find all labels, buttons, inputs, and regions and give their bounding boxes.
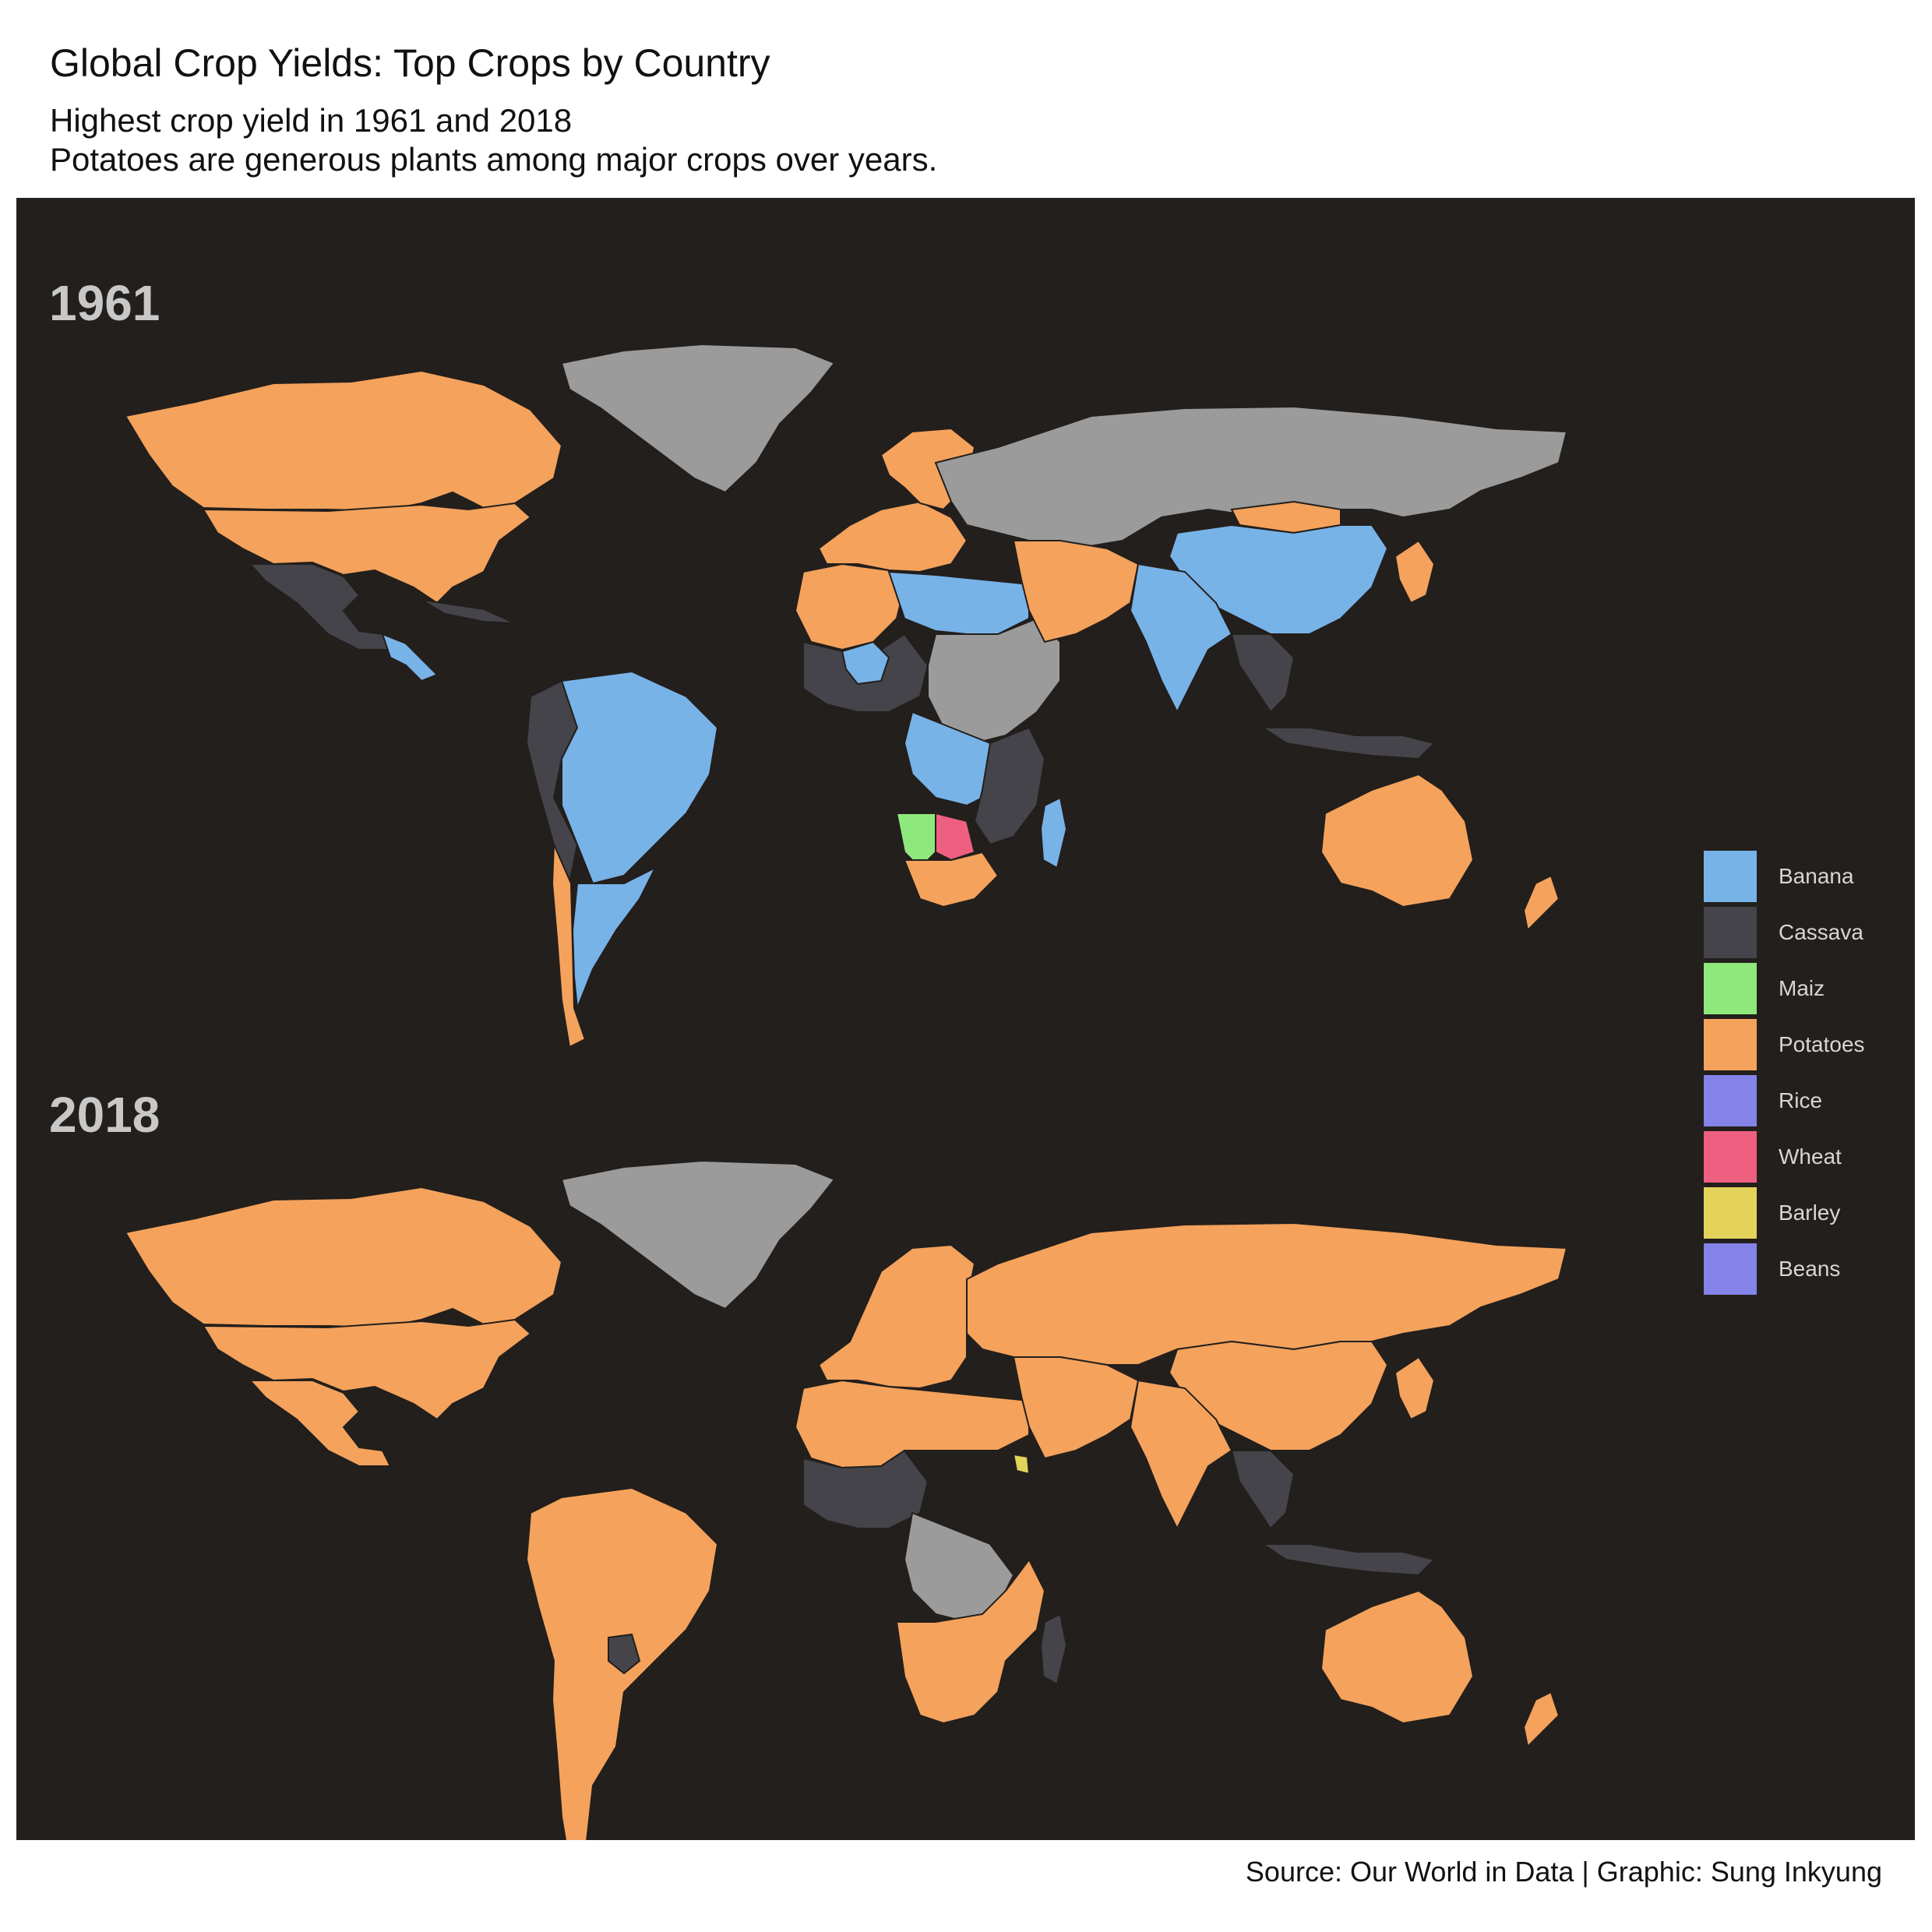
region-greenland	[560, 1159, 836, 1310]
legend-item-potatoes: Potatoes	[1704, 1019, 1899, 1075]
legend-label: Barley	[1779, 1200, 1841, 1225]
region-mali	[841, 640, 890, 686]
region-libya-and-egypt	[887, 570, 1030, 635]
map-2018	[124, 1159, 1568, 1840]
legend-item-barley: Barley	[1704, 1187, 1899, 1243]
region-new-zealand	[1522, 1690, 1560, 1749]
legend-swatch	[1704, 907, 1757, 958]
region-india	[1129, 562, 1233, 714]
region-europe	[817, 1243, 976, 1390]
subtitle-line-1: Highest crop yield in 1961 and 2018	[50, 102, 573, 139]
region-caribbean	[421, 599, 516, 624]
region-japan	[1394, 539, 1436, 605]
region-central-america	[381, 633, 439, 682]
region-australia	[1320, 1589, 1475, 1725]
region-southeast-asia	[1230, 633, 1296, 714]
map-1961	[124, 343, 1568, 1049]
legend-item-beans: Beans	[1704, 1243, 1899, 1299]
region-india	[1129, 1379, 1233, 1531]
caption: Source: Our World in Data | Graphic: Sun…	[1245, 1856, 1882, 1888]
legend-label: Potatoes	[1779, 1032, 1865, 1056]
region-middle-east	[1012, 540, 1140, 643]
region-united-states	[202, 1318, 532, 1421]
legend-label: Banana	[1779, 864, 1854, 888]
region-greenland	[560, 343, 836, 494]
region-north-africa	[794, 1379, 1030, 1469]
legend-swatch	[1704, 851, 1757, 902]
legend-label: Cassava	[1779, 920, 1863, 944]
world-maps	[124, 343, 1568, 1840]
region-western-europe	[817, 500, 968, 573]
region-south-africa	[903, 851, 999, 908]
chart-title: Global Crop Yields: Top Crops by Country	[50, 41, 770, 85]
region-indonesia	[1260, 1543, 1436, 1577]
region-brazil	[560, 670, 719, 885]
region-mexico	[248, 563, 392, 650]
region-russia-and-central-asia	[966, 1222, 1568, 1366]
region-sudan-and-ethiopia	[927, 617, 1061, 745]
region-paraguay	[608, 1633, 641, 1675]
region-middle-east	[1012, 1356, 1140, 1460]
region-indonesia	[1260, 727, 1436, 760]
region-chile	[551, 844, 587, 1049]
legend: Banana Cassava Maiz Potatoes Rice Wheat Barley…	[1704, 851, 1899, 1299]
legend-item-banana: Banana	[1704, 851, 1899, 907]
year-label-1961: 1961	[49, 275, 160, 331]
region-eritrea	[1012, 1453, 1031, 1475]
year-label-2018: 2018	[49, 1087, 160, 1143]
region-west-africa	[802, 1449, 929, 1529]
region-canada	[124, 1186, 563, 1329]
region-north-africa	[794, 562, 906, 651]
region-canada	[124, 369, 563, 513]
subtitle-line-2: Potatoes are generous plants among major…	[50, 141, 938, 178]
legend-swatch	[1704, 1019, 1757, 1070]
map-panel: 1961 2018 Banana Cassava Maiz Potatoes Rice W…	[16, 198, 1915, 1840]
legend-label: Wheat	[1779, 1144, 1842, 1169]
region-madagascar	[1039, 1613, 1068, 1686]
region-australia	[1320, 773, 1475, 908]
legend-swatch	[1704, 1243, 1757, 1295]
region-japan	[1394, 1356, 1436, 1421]
legend-item-cassava: Cassava	[1704, 907, 1899, 963]
legend-swatch	[1704, 963, 1757, 1014]
region-southeast-asia	[1230, 1450, 1296, 1530]
legend-label: Rice	[1779, 1088, 1823, 1112]
region-east-africa	[973, 726, 1046, 846]
region-madagascar	[1039, 796, 1068, 869]
legend-swatch	[1704, 1131, 1757, 1183]
chart-subtitle: Highest crop yield in 1961 and 2018 Pota…	[50, 101, 937, 179]
legend-swatch	[1704, 1187, 1757, 1239]
legend-label: Beans	[1779, 1257, 1841, 1281]
region-mexico	[248, 1380, 392, 1467]
legend-swatch	[1704, 1075, 1757, 1126]
region-southern-africa	[895, 1558, 1046, 1725]
region-new-zealand	[1522, 874, 1560, 933]
region-botswana	[935, 812, 976, 862]
legend-item-wheat: Wheat	[1704, 1131, 1899, 1187]
region-united-states	[202, 502, 532, 605]
legend-item-rice: Rice	[1704, 1075, 1899, 1131]
region-argentina	[571, 866, 658, 1009]
legend-item-maiz: Maiz	[1704, 963, 1899, 1019]
legend-label: Maiz	[1779, 976, 1825, 1000]
